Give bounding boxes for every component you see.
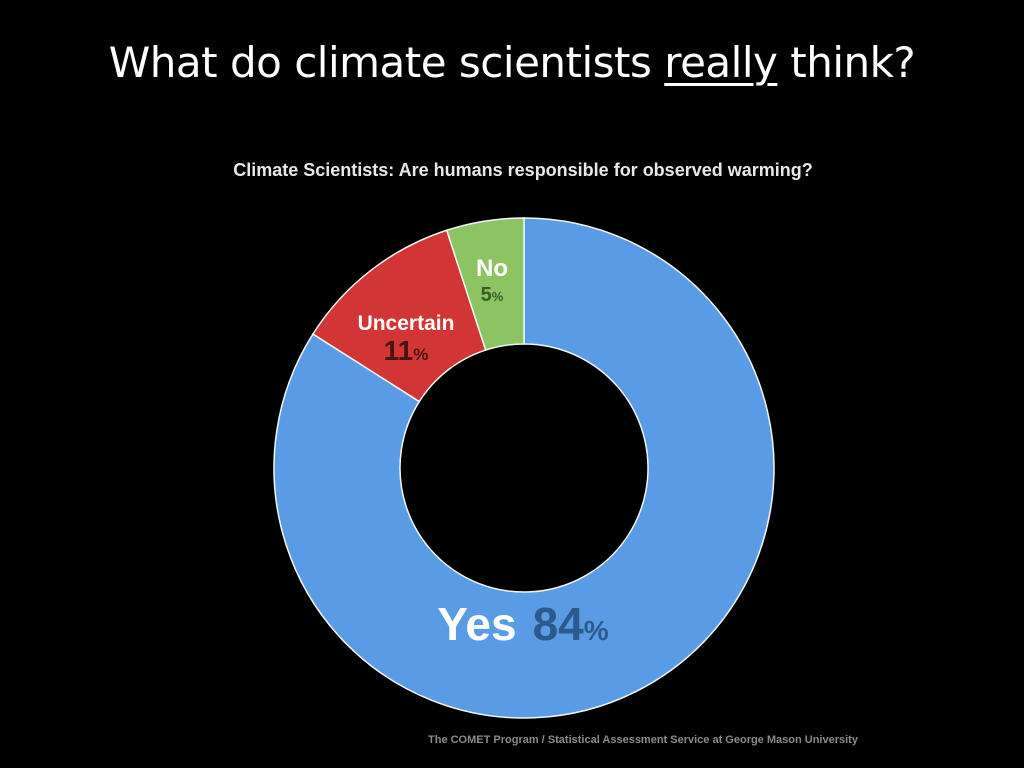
slice-value-yes: 84%	[533, 598, 609, 650]
slide-title: What do climate scientists really think?	[0, 38, 1024, 87]
slice-label-no: No5%	[476, 255, 508, 306]
slice-name-yes: Yes	[437, 598, 516, 650]
donut-slice-no	[445, 217, 525, 352]
slice-label-yes: Yes 84%	[437, 598, 608, 650]
slide-title-start: What do climate scientists	[108, 38, 665, 87]
slice-value-uncertain: 11%	[384, 335, 429, 366]
slide-title-emphasis: really	[664, 38, 778, 87]
slice-value-no: 5%	[481, 284, 504, 306]
donut-slice-yes	[273, 217, 775, 719]
slice-name-uncertain: Uncertain	[358, 312, 455, 335]
source-credit: The COMET Program / Statistical Assessme…	[428, 734, 858, 746]
slice-name-no: No	[476, 255, 508, 282]
chart-title: Climate Scientists: Are humans responsib…	[233, 160, 813, 180]
slide-title-end: think?	[777, 38, 916, 87]
